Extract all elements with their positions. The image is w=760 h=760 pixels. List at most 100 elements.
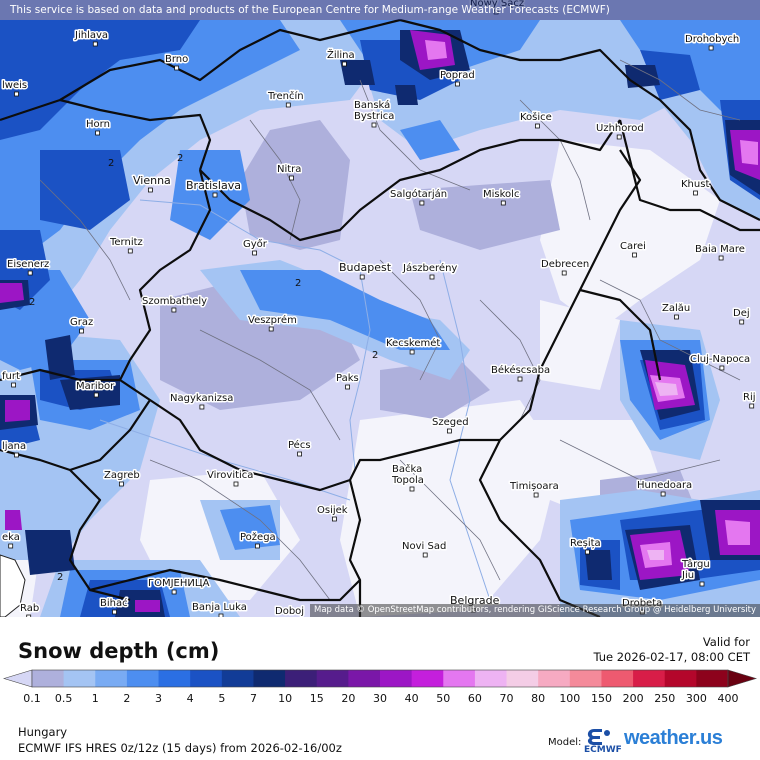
city-marker (14, 91, 19, 97)
city-name: Osijek (317, 505, 348, 516)
map-attribution[interactable]: Map data © OpenStreetMap contributors, r… (310, 604, 760, 617)
city-marker (454, 81, 460, 87)
city-marker (345, 384, 351, 390)
city-zal-u: Zalău (661, 302, 692, 320)
city-marker (517, 376, 523, 382)
scale-tick-label: 150 (591, 692, 612, 705)
city-marker (409, 349, 415, 355)
city-j-szber-ny: Jászberény (401, 261, 459, 280)
city-uzhhorod: Uzhhorod (595, 122, 645, 140)
city-marker (331, 516, 337, 522)
city-marker (171, 307, 177, 313)
city-name: Budapest (339, 261, 392, 274)
city-nitra: Nitra (276, 163, 303, 181)
scale-swatch (253, 670, 286, 687)
city-novi-sad: Novi Sad (401, 540, 448, 558)
city-name: Nagykanizsa (170, 393, 233, 404)
city-marker (8, 543, 14, 549)
city-marker (749, 403, 755, 409)
city-paks: Paks (335, 372, 360, 390)
city-marker (119, 481, 124, 487)
city-marker (79, 328, 84, 334)
contour-label: 2 (57, 572, 63, 583)
city-banja-luka: Banja Luka (191, 601, 248, 617)
city-vienna: Vienna (132, 173, 172, 193)
city-name: Graz (70, 317, 93, 328)
city-tren-n: Trenčín (266, 89, 305, 108)
city-name: Brno (165, 54, 188, 65)
scale-swatch (569, 670, 602, 687)
city-marker (93, 392, 99, 398)
city-po-ega: Požega (239, 530, 277, 549)
ecmwf-logo-icon (587, 729, 610, 745)
scale-swatch (443, 670, 476, 687)
city-graz: Graz (69, 316, 95, 334)
legend-panel: Snow depth (cm) Valid for Tue 2026-02-17… (0, 617, 760, 760)
city-marker (171, 589, 177, 595)
forecast-map[interactable]: 2 2 2 2 2 2 Jihlava Brno Žilina Poprad Droho… (0, 0, 760, 617)
city-name: Banská Bystrica (354, 99, 394, 122)
scale-swatch (32, 670, 65, 687)
scale-swatch (221, 670, 254, 687)
city-name: lweis (2, 80, 27, 91)
city-bratislava: Bratislava (185, 178, 242, 198)
city-name: Nitra (277, 164, 301, 175)
city-bansk-bystrica: Banská Bystrica (353, 98, 396, 128)
city-marker (674, 314, 679, 320)
weather-us-logo[interactable]: weather.us (624, 727, 723, 749)
city-lweis: lweis (1, 79, 29, 97)
scale-swatch (158, 670, 191, 687)
city-t-rgu-jiu: Târgu Jiu (680, 557, 711, 587)
scale-swatch (601, 670, 634, 687)
city-marker (699, 581, 705, 587)
city--: ГОМЈЕНИЦА (147, 577, 211, 595)
city-rab: Rab (19, 602, 41, 617)
city-ba-ka-topola: Bačka Topola (390, 462, 425, 492)
city-name: ljana (2, 441, 26, 452)
city-name: eka (2, 532, 20, 543)
city-marker (26, 614, 32, 617)
city-name: Trenčín (267, 90, 304, 102)
city-gy-r: Győr (242, 237, 269, 256)
scale-tick-label: 1 (92, 692, 99, 705)
city-name: Dej (733, 308, 750, 319)
city-szombathely: Szombathely (141, 295, 209, 313)
city-name: Bihać (100, 597, 128, 609)
city-szeged: Szeged (431, 416, 470, 434)
scale-swatch (316, 670, 349, 687)
scale-swatch (474, 670, 508, 687)
city-budapest: Budapest (338, 260, 393, 280)
city-biha-: Bihać (99, 596, 129, 615)
city-marker (27, 270, 33, 276)
scale-swatch (380, 670, 413, 687)
city-name: Khust (681, 179, 709, 190)
city-marker (14, 452, 19, 458)
scale-tick-label: 300 (686, 692, 707, 705)
city-name: Baia Mare (695, 244, 745, 255)
snow-0-5-1cm (160, 120, 700, 540)
scale-tick-label: 60 (468, 692, 482, 705)
city-veszpr-m: Veszprém (247, 313, 298, 332)
city-drohobych: Drohobych (684, 33, 741, 51)
city-name: Carei (620, 241, 646, 252)
region-name: Hungary (18, 725, 68, 739)
city-brno: Brno (164, 53, 190, 71)
city-name: Timișoara (509, 481, 559, 492)
scale-tick-label: 50 (436, 692, 450, 705)
city-name: Jászberény (402, 262, 457, 274)
city-marker (632, 252, 637, 258)
city-name: Doboj (275, 606, 304, 617)
city-name: Rij (743, 392, 756, 403)
scale-tick-label: 200 (623, 692, 644, 705)
city-re-i-a: Reșița (569, 537, 602, 555)
city-nagykanizsa: Nagykanizsa (169, 392, 235, 410)
scale-tick-label: 400 (718, 692, 739, 705)
city-marker (371, 122, 377, 128)
scale-swatch (95, 670, 128, 687)
city-marker (708, 45, 714, 51)
scale-swatch (664, 670, 697, 687)
sea-area (0, 554, 26, 617)
city-name: Győr (243, 238, 268, 250)
city-marker (693, 190, 698, 196)
scale-swatch (506, 670, 539, 687)
